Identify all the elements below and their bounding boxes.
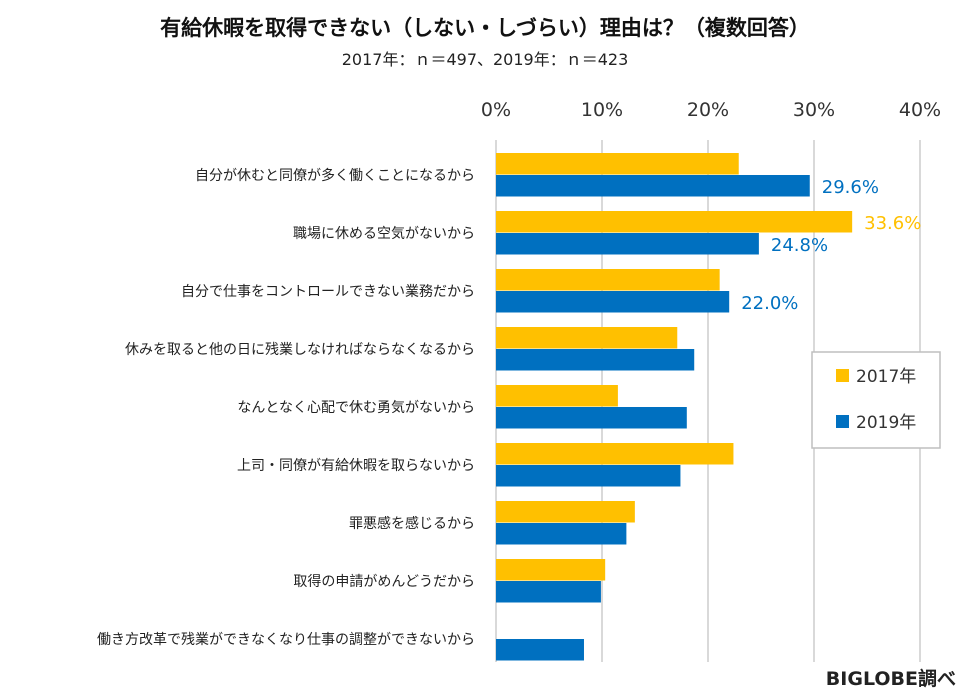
category-label: 職場に休める空気がないから [293,226,475,242]
bar-2019 [496,523,627,545]
data-label: 29.6% [822,177,879,198]
bar-2017 [496,211,853,233]
bar-2017 [496,501,635,523]
chart-title: 有給休暇を取得できない（しない・しづらい）理由は？（複数回答） [160,16,810,40]
bar-2019 [496,581,601,603]
bar-2017 [496,385,618,407]
source-credit: BIGLOBE調べ [825,668,956,690]
legend-box [811,351,941,449]
bar-2017 [496,153,739,175]
bar-2019 [496,465,681,487]
x-tick-label: 40% [899,99,941,121]
bar-2019 [496,291,730,313]
bar-2019 [496,407,687,429]
bar-2019 [496,175,810,197]
category-label: 罪悪感を感じるから [349,515,475,532]
bar-2019 [496,349,695,371]
x-tick-label: 20% [687,99,729,121]
bar-2017 [496,443,734,465]
data-label: 22.0% [741,293,798,314]
bar-2019 [496,233,759,255]
category-label: 上司・同僚が有給休暇を取らないから [237,458,475,474]
x-tick-label: 10% [581,99,623,121]
data-label: 24.8% [771,235,828,256]
legend-label: 2017年 [856,367,916,387]
bar-2017 [496,559,606,581]
category-label: 自分が休むと同僚が多く働くことになるから [195,167,475,184]
bar-2017 [496,269,720,291]
data-label: 33.6% [864,213,921,234]
category-label: 働き方改革で残業ができなくなり仕事の調整ができないから [97,632,475,648]
chart-subtitle: 2017年：ｎ＝497、2019年：ｎ＝423 [341,50,629,69]
legend-swatch [836,369,849,382]
category-label: なんとなく心配で休む勇気がないから [237,400,475,416]
x-tick-label: 0% [481,99,511,121]
category-label: 自分で仕事をコントロールできない業務だから [181,284,475,300]
legend-swatch [836,415,849,428]
bar-2017 [496,327,678,349]
category-label: 休みを取ると他の日に残業しなければならなくなるから [125,342,475,358]
category-label: 取得の申請がめんどうだから [293,573,475,590]
bar-2019 [496,639,584,661]
x-tick-label: 30% [793,99,835,121]
legend-label: 2019年 [856,413,916,433]
